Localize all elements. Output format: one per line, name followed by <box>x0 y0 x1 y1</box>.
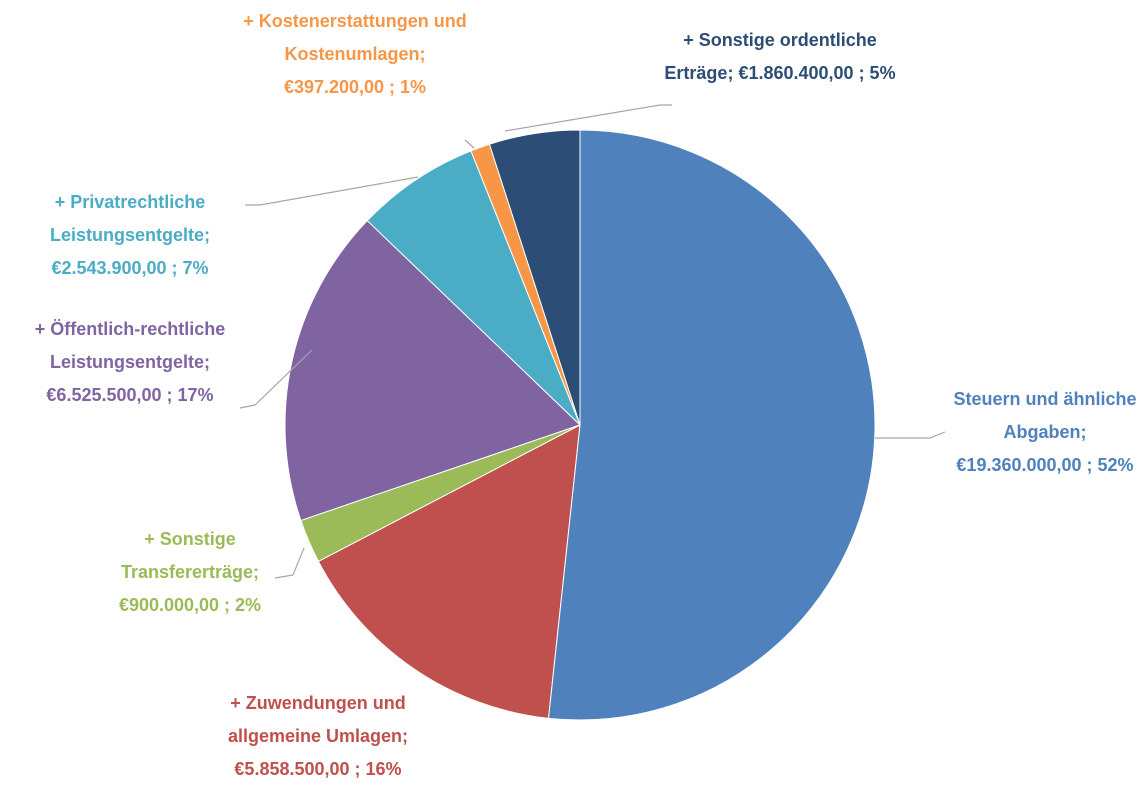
leader-line <box>464 139 475 149</box>
leader-line <box>245 176 419 206</box>
data-label: + Kostenerstattungen und Kostenumlagen; … <box>240 5 470 104</box>
data-label: + Zuwendungen und allgemeine Umlagen; €5… <box>218 687 418 786</box>
category-label: + Öffentlich-rechtliche Leistungsentgelt… <box>34 319 226 372</box>
value-label: €5.858.500,00 ; 16% <box>234 759 402 779</box>
leader-line <box>504 104 672 132</box>
data-label: + Öffentlich-rechtliche Leistungsentgelt… <box>5 313 255 412</box>
separator: ; <box>419 44 426 64</box>
value-label: €1.860.400,00 ; 5% <box>738 63 896 83</box>
data-label: Steuern und ähnliche Abgaben; €19.360.00… <box>945 383 1142 482</box>
separator: ; <box>1080 422 1087 442</box>
value-label: €397.200,00 ; 1% <box>283 77 427 97</box>
separator: ; <box>727 63 734 83</box>
data-label: + Sonstige ordentliche Erträge; €1.860.4… <box>660 24 900 90</box>
category-label: + Zuwendungen und allgemeine Umlagen <box>227 693 406 746</box>
separator: ; <box>204 225 211 245</box>
leader-line <box>274 547 305 579</box>
value-label: €2.543.900,00 ; 7% <box>51 258 209 278</box>
data-label: + Sonstige Transfererträge; €900.000,00 … <box>100 523 280 622</box>
leader-line <box>875 431 946 439</box>
leader-line <box>239 349 313 409</box>
category-label: Steuern und ähnliche Abgaben <box>953 389 1137 442</box>
data-label: + Privatrechtliche Leistungsentgelte; €2… <box>10 186 250 285</box>
category-label: + Sonstige ordentliche Erträge <box>664 30 877 83</box>
pie-slice <box>366 150 581 426</box>
pie-slice <box>317 424 581 719</box>
separator: ; <box>204 352 211 372</box>
category-label: + Sonstige Transfererträge <box>120 529 254 582</box>
value-label: €6.525.500,00 ; 17% <box>46 385 214 405</box>
pie-slice <box>547 129 876 721</box>
value-label: €900.000,00 ; 2% <box>118 595 262 615</box>
value-label: €19.360.000,00 ; 52% <box>956 455 1134 475</box>
category-label: + Kostenerstattungen und Kostenumlagen <box>243 11 467 64</box>
separator: ; <box>402 726 409 746</box>
category-label: + Privatrechtliche Leistungsentgelte <box>49 192 206 245</box>
pie-slice <box>284 219 581 522</box>
separator: ; <box>253 562 260 582</box>
